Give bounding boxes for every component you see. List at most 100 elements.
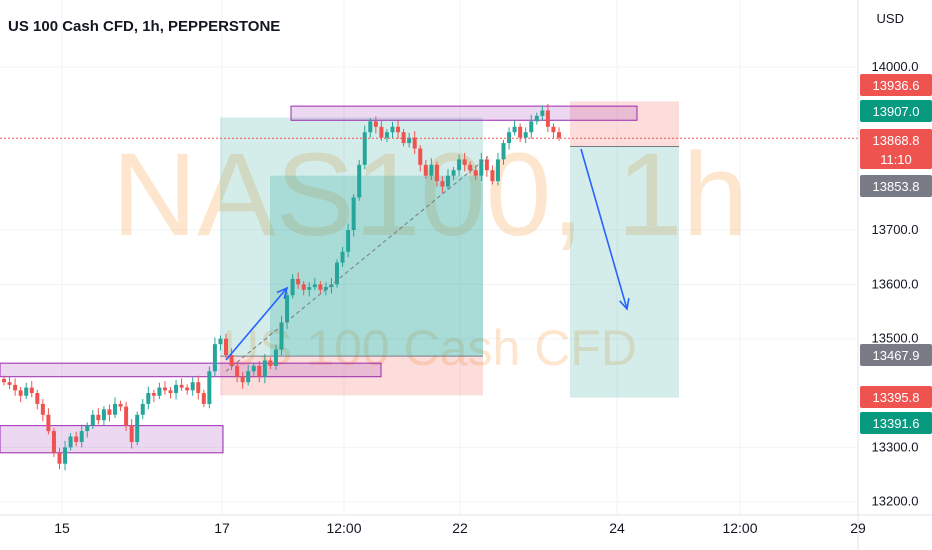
candle-body: [35, 393, 40, 404]
trend-dashed-line: [225, 156, 489, 372]
candle-body: [323, 287, 328, 290]
candle-body: [451, 170, 456, 176]
candle-body: [279, 322, 284, 350]
price-label: 13395.8: [873, 390, 920, 405]
time-tick: 24: [609, 520, 625, 536]
candle-body: [412, 137, 417, 149]
price-tick: 13300.0: [872, 439, 919, 454]
candle-body: [507, 132, 512, 144]
candle-body: [85, 425, 90, 432]
candle-body: [185, 387, 190, 391]
candle-body: [257, 365, 262, 377]
time-tick: 29: [850, 520, 866, 536]
candle-body: [368, 121, 373, 133]
candle-body: [229, 355, 234, 366]
price-label-bg: [860, 175, 932, 197]
candle-body: [151, 393, 156, 396]
time-tick: 12:00: [326, 520, 361, 536]
candle-body: [190, 382, 195, 391]
candle-body: [357, 164, 362, 198]
currency-label: USD: [876, 11, 904, 26]
price-label: 13936.6: [873, 78, 920, 93]
time-tick: 17: [214, 520, 230, 536]
candle-body: [373, 121, 378, 127]
down-arrow: [580, 148, 628, 310]
price-label: 13467.9: [873, 348, 920, 363]
candle-body: [218, 338, 223, 345]
candle-body: [268, 360, 273, 366]
price-label: 13853.8: [873, 179, 920, 194]
price-tick: 14000.0: [872, 59, 919, 74]
candle-body: [312, 284, 317, 288]
candle-body: [179, 384, 184, 388]
candle-body: [307, 287, 312, 290]
candle-body: [146, 393, 151, 404]
candle-body: [140, 403, 145, 415]
candle-body: [2, 378, 6, 383]
candle-body: [446, 175, 450, 187]
candle-body: [29, 387, 34, 394]
price-label: 13868.8: [873, 133, 920, 148]
candle-body: [24, 387, 29, 396]
candle-body: [113, 403, 117, 415]
candle-body: [473, 170, 478, 176]
candle-body: [201, 393, 206, 404]
candle-body: [462, 159, 467, 165]
candle-body: [484, 159, 489, 171]
candle-body: [401, 132, 406, 144]
candle-body: [63, 447, 68, 464]
candle-body: [418, 148, 423, 165]
price-label: 13391.6: [873, 416, 920, 431]
candle-body: [273, 349, 278, 366]
candle-body: [235, 365, 240, 377]
long-filled-zone: [270, 175, 483, 357]
time-axis[interactable]: 15 17 12:00 22 24 12:00 29: [0, 514, 932, 536]
price-label-bg: [860, 74, 932, 96]
candle-body: [468, 164, 473, 171]
candle-body: [207, 371, 212, 404]
candle-body: [224, 338, 228, 356]
candle-body: [96, 414, 101, 421]
watermark-main: NAS100, 1h: [112, 129, 748, 261]
candle-body: [440, 181, 445, 187]
candle-body: [384, 132, 389, 138]
candle-body: [557, 132, 561, 138]
current-price-box: [860, 129, 932, 169]
price-label-bg: [860, 412, 932, 434]
candle-body: [118, 403, 123, 407]
candle-body: [479, 159, 484, 176]
candle-body: [124, 406, 129, 426]
candle-body: [57, 452, 62, 464]
price-tick: 13200.0: [872, 494, 919, 509]
candle-body: [457, 159, 462, 171]
candle-body: [168, 390, 173, 394]
candle-body: [162, 387, 167, 391]
candle-body: [523, 132, 528, 138]
candle-body: [246, 371, 251, 383]
candle-body: [518, 126, 523, 138]
drawings[interactable]: [0, 137, 858, 372]
candle-body: [101, 409, 106, 421]
short-stop-zone: [570, 101, 679, 147]
candle-body: [74, 436, 79, 442]
position-tools[interactable]: [220, 101, 679, 398]
candle-body: [495, 159, 500, 182]
up-arrow-head: [276, 286, 289, 299]
zone-lower-support: [0, 425, 224, 454]
candle-body: [429, 164, 434, 176]
zone-middle-support: [0, 362, 382, 378]
candle-body: [534, 115, 539, 122]
candle-body: [13, 384, 18, 391]
price-axis[interactable]: 14000.0 13700.0 13600.0 13500.0 13300.0 13200…: [857, 0, 932, 550]
candle-body: [529, 121, 534, 133]
candle-body: [545, 110, 550, 127]
candle-body: [396, 126, 401, 133]
support-resistance-zones[interactable]: [0, 105, 638, 454]
price-label: 11:10: [880, 152, 912, 167]
candle-body: [434, 164, 439, 182]
price-label-bg: [860, 344, 932, 366]
candle-body: [318, 284, 323, 290]
candle-body: [423, 164, 428, 176]
candle-body: [79, 431, 84, 442]
